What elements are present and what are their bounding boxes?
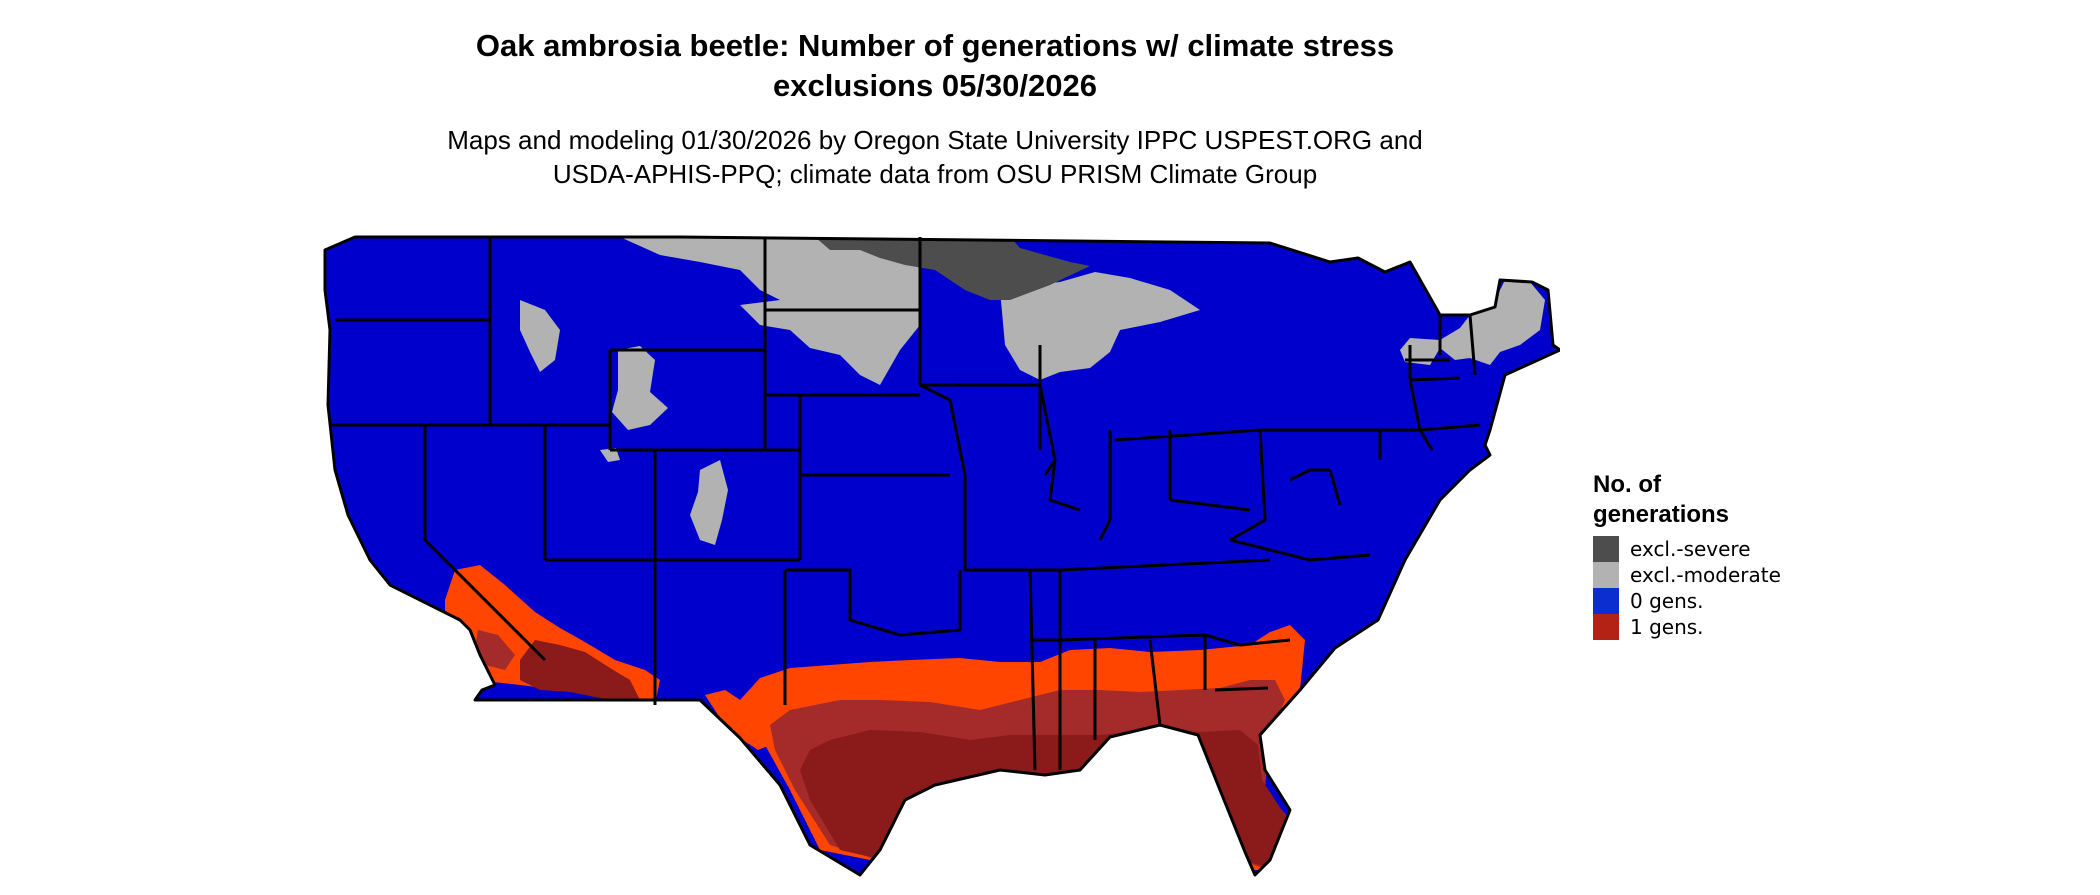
legend: No. of generations excl.-severe excl.-mo… <box>1593 470 1781 640</box>
zero-gens-region <box>325 237 1560 875</box>
legend-items: excl.-severe excl.-moderate 0 gens. 1 ge… <box>1593 536 1781 640</box>
legend-swatch <box>1593 562 1619 588</box>
us-generations-map <box>323 235 1560 877</box>
excl-moderate-idaho <box>520 300 560 372</box>
one-gen-gulf-core <box>800 730 1288 868</box>
map-subtitle-line-1: Maps and modeling 01/30/2026 by Oregon S… <box>447 125 1423 155</box>
legend-item-1-gens: 1 gens. <box>1593 614 1781 640</box>
legend-swatch <box>1593 536 1619 562</box>
excl-moderate-new-england <box>1400 280 1545 365</box>
legend-title: No. of generations <box>1593 470 1781 530</box>
excl-moderate-upper-midwest <box>1000 272 1200 380</box>
map-subtitle: Maps and modeling 01/30/2026 by Oregon S… <box>0 123 1870 191</box>
one-gen-imperial-valley <box>475 630 515 670</box>
legend-label: 1 gens. <box>1630 615 1704 639</box>
legend-label: excl.-severe <box>1630 537 1751 561</box>
legend-title-line-2: generations <box>1593 501 1730 528</box>
map-title-line-1: Oak ambrosia beetle: Number of generatio… <box>475 28 1395 63</box>
map-title: Oak ambrosia beetle: Number of generatio… <box>0 26 1870 106</box>
map-subtitle-line-2: USDA-APHIS-PPQ; climate data from OSU PR… <box>552 159 1318 189</box>
map-title-line-2: exclusions 05/30/2026 <box>772 68 1097 103</box>
legend-item-excl-moderate: excl.-moderate <box>1593 562 1781 588</box>
legend-title-line-1: No. of <box>1593 471 1661 498</box>
excl-moderate-wyoming <box>612 346 668 430</box>
state-borders <box>323 235 1560 877</box>
legend-label: excl.-moderate <box>1630 563 1781 587</box>
excl-severe-red-river-valley <box>815 237 1090 300</box>
legend-label: 0 gens. <box>1630 589 1704 613</box>
legend-item-excl-severe: excl.-severe <box>1593 536 1781 562</box>
legend-swatch <box>1593 614 1619 640</box>
excl-moderate-colorado <box>690 460 728 545</box>
legend-item-0-gens: 0 gens. <box>1593 588 1781 614</box>
legend-swatch <box>1593 588 1619 614</box>
one-gen-west-texas-fringe <box>705 690 770 750</box>
one-gen-desert-sw-core <box>520 640 640 700</box>
